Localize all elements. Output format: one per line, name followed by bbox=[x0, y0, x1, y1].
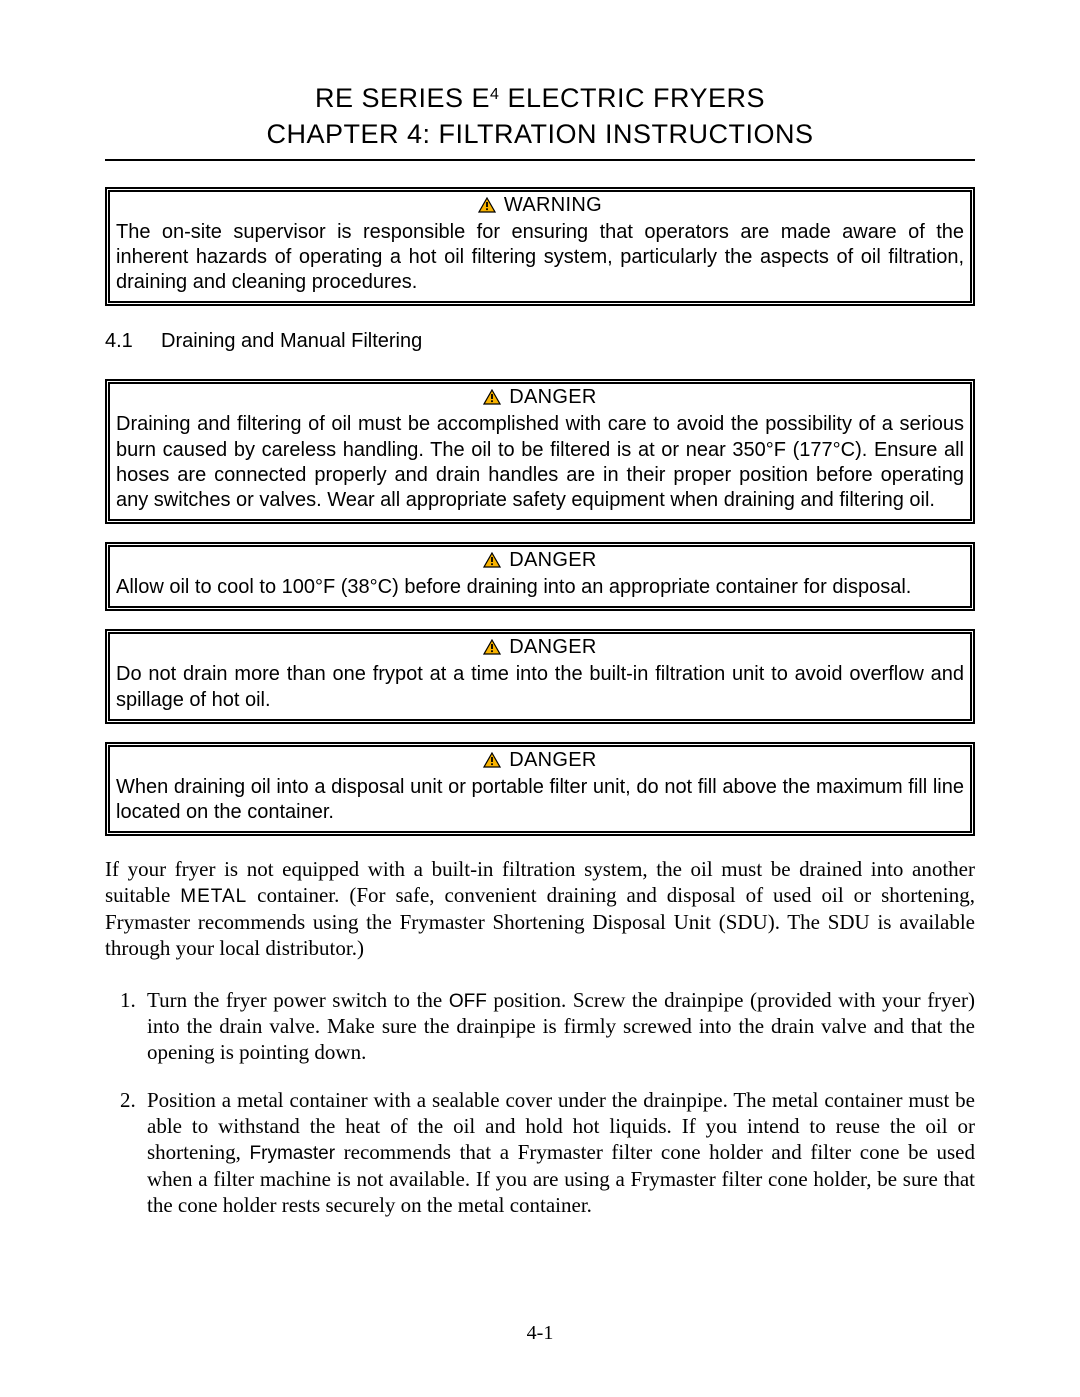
page-title-block: RE SERIES E4 ELECTRIC FRYERS CHAPTER 4: … bbox=[105, 80, 975, 153]
danger-triangle-icon bbox=[483, 638, 501, 661]
warning-text: The on-site supervisor is responsible fo… bbox=[116, 220, 964, 296]
section-heading: 4.1Draining and Manual Filtering bbox=[105, 330, 975, 353]
danger-box-1: DANGER Draining and filtering of oil mus… bbox=[105, 379, 975, 524]
danger-label: DANGER bbox=[509, 386, 596, 408]
steps-list: Turn the fryer power switch to the OFF p… bbox=[105, 987, 975, 1218]
danger-triangle-icon bbox=[483, 751, 501, 774]
title-pre: RE SERIES E bbox=[315, 83, 490, 113]
title-underline bbox=[105, 159, 975, 161]
danger-text-4: When draining oil into a disposal unit o… bbox=[116, 775, 964, 825]
danger-header: DANGER bbox=[116, 549, 964, 574]
danger-label: DANGER bbox=[509, 636, 596, 658]
title-post: ELECTRIC FRYERS bbox=[499, 83, 765, 113]
danger-text-2: Allow oil to cool to 100°F (38°C) before… bbox=[116, 575, 964, 600]
section-number: 4.1 bbox=[105, 330, 161, 353]
metal-word: METAL bbox=[180, 886, 247, 907]
danger-header: DANGER bbox=[116, 636, 964, 661]
step-1: Turn the fryer power switch to the OFF p… bbox=[141, 987, 975, 1066]
danger-box-3: DANGER Do not drain more than one frypot… bbox=[105, 629, 975, 723]
title-line-2: CHAPTER 4: FILTRATION INSTRUCTIONS bbox=[105, 116, 975, 152]
page-number: 4-1 bbox=[0, 1322, 1080, 1345]
title-superscript: 4 bbox=[490, 86, 499, 103]
warning-triangle-icon bbox=[478, 196, 496, 219]
danger-triangle-icon bbox=[483, 388, 501, 411]
section-title: Draining and Manual Filtering bbox=[161, 330, 422, 352]
body-paragraph: If your fryer is not equipped with a bui… bbox=[105, 856, 975, 961]
danger-header: DANGER bbox=[116, 749, 964, 774]
danger-label: DANGER bbox=[509, 749, 596, 771]
off-word: OFF bbox=[449, 991, 487, 1012]
document-page: RE SERIES E4 ELECTRIC FRYERS CHAPTER 4: … bbox=[0, 0, 1080, 1397]
danger-header: DANGER bbox=[116, 386, 964, 411]
danger-text-1: Draining and filtering of oil must be ac… bbox=[116, 412, 964, 513]
warning-label: WARNING bbox=[504, 194, 602, 216]
danger-triangle-icon bbox=[483, 551, 501, 574]
danger-box-2: DANGER Allow oil to cool to 100°F (38°C)… bbox=[105, 542, 975, 611]
danger-label: DANGER bbox=[509, 549, 596, 571]
danger-text-3: Do not drain more than one frypot at a t… bbox=[116, 662, 964, 712]
danger-box-4: DANGER When draining oil into a disposal… bbox=[105, 742, 975, 836]
warning-header: WARNING bbox=[116, 194, 964, 219]
frymaster-word: Frymaster bbox=[250, 1143, 336, 1164]
step1-pre: Turn the fryer power switch to the bbox=[147, 988, 449, 1012]
warning-box: WARNING The on-site supervisor is respon… bbox=[105, 187, 975, 307]
title-line-1: RE SERIES E4 ELECTRIC FRYERS bbox=[105, 80, 975, 116]
step-2: Position a metal container with a sealab… bbox=[141, 1087, 975, 1218]
